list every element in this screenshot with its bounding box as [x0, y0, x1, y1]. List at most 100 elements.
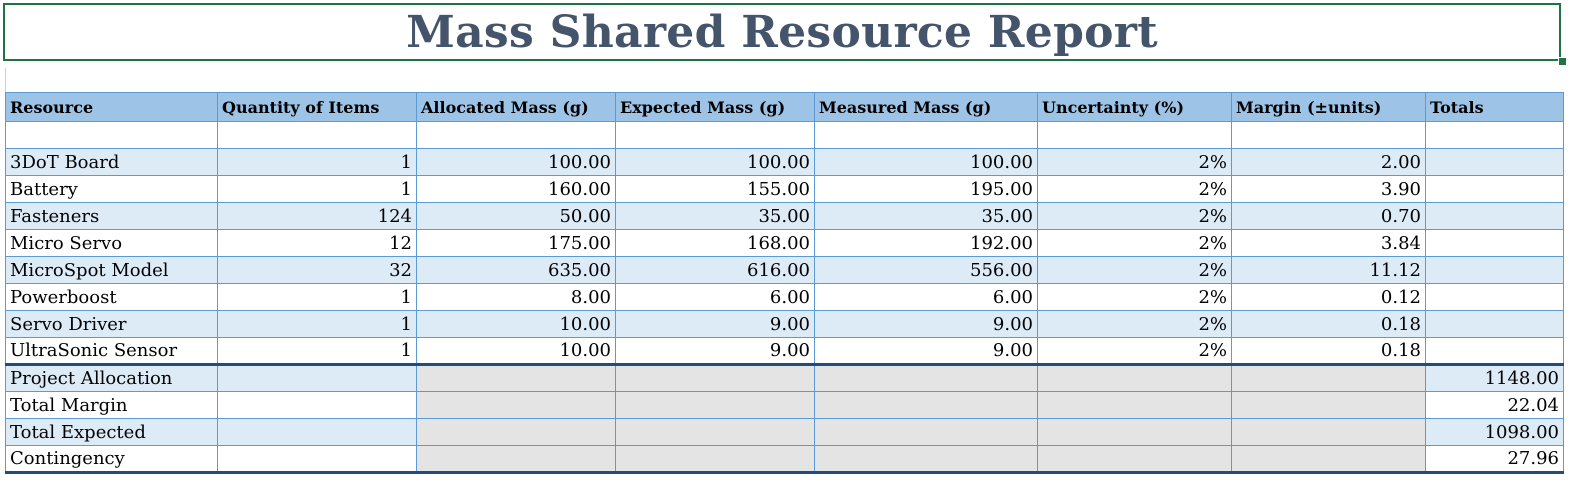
- header-cell-totals[interactable]: Totals: [1425, 92, 1564, 122]
- empty-cell[interactable]: [217, 418, 417, 446]
- quantity-cell[interactable]: 12: [217, 229, 417, 257]
- quantity-cell[interactable]: 1: [217, 148, 417, 176]
- allocated-mass-cell[interactable]: 10.00: [416, 337, 616, 365]
- summary-label-cell[interactable]: Total Expected: [5, 418, 218, 446]
- quantity-cell[interactable]: 124: [217, 202, 417, 230]
- measured-mass-cell[interactable]: 6.00: [814, 283, 1038, 311]
- header-cell-measured-mass[interactable]: Measured Mass (g): [814, 92, 1038, 122]
- resource-cell[interactable]: MicroSpot Model: [5, 256, 218, 284]
- summary-total-cell[interactable]: 1148.00: [1425, 363, 1564, 392]
- quantity-cell[interactable]: 1: [217, 175, 417, 203]
- expected-mass-cell[interactable]: 9.00: [615, 310, 815, 338]
- header-cell-margin[interactable]: Margin (±units): [1231, 92, 1426, 122]
- empty-cell[interactable]: [217, 391, 417, 419]
- summary-total-cell[interactable]: 27.96: [1425, 445, 1564, 474]
- empty-cell[interactable]: [217, 121, 417, 149]
- grey-cell[interactable]: [814, 391, 1038, 419]
- header-cell-uncertainty[interactable]: Uncertainty (%): [1037, 92, 1232, 122]
- expected-mass-cell[interactable]: 155.00: [615, 175, 815, 203]
- measured-mass-cell[interactable]: 192.00: [814, 229, 1038, 257]
- margin-cell[interactable]: 0.18: [1231, 337, 1426, 365]
- grey-cell[interactable]: [615, 418, 815, 446]
- expected-mass-cell[interactable]: 9.00: [615, 337, 815, 365]
- expected-mass-cell[interactable]: 168.00: [615, 229, 815, 257]
- summary-label-cell[interactable]: Contingency: [5, 445, 218, 474]
- grey-cell[interactable]: [615, 363, 815, 392]
- measured-mass-cell[interactable]: 35.00: [814, 202, 1038, 230]
- measured-mass-cell[interactable]: 195.00: [814, 175, 1038, 203]
- summary-label-cell[interactable]: Project Allocation: [5, 363, 218, 392]
- expected-mass-cell[interactable]: 616.00: [615, 256, 815, 284]
- grey-cell[interactable]: [416, 363, 616, 392]
- resource-cell[interactable]: Micro Servo: [5, 229, 218, 257]
- summary-label-cell[interactable]: Total Margin: [5, 391, 218, 419]
- expected-mass-cell[interactable]: 6.00: [615, 283, 815, 311]
- uncertainty-cell[interactable]: 2%: [1037, 202, 1232, 230]
- uncertainty-cell[interactable]: 2%: [1037, 337, 1232, 365]
- empty-cell[interactable]: [217, 445, 417, 474]
- grey-cell[interactable]: [1037, 363, 1232, 392]
- margin-cell[interactable]: 0.12: [1231, 283, 1426, 311]
- header-cell-resource[interactable]: Resource: [5, 92, 218, 122]
- allocated-mass-cell[interactable]: 8.00: [416, 283, 616, 311]
- resource-cell[interactable]: 3DoT Board: [5, 148, 218, 176]
- grey-cell[interactable]: [814, 445, 1038, 474]
- empty-cell[interactable]: [814, 121, 1038, 149]
- measured-mass-cell[interactable]: 9.00: [814, 337, 1038, 365]
- totals-cell[interactable]: [1425, 310, 1564, 338]
- allocated-mass-cell[interactable]: 50.00: [416, 202, 616, 230]
- uncertainty-cell[interactable]: 2%: [1037, 175, 1232, 203]
- uncertainty-cell[interactable]: 2%: [1037, 310, 1232, 338]
- summary-total-cell[interactable]: 22.04: [1425, 391, 1564, 419]
- empty-cell[interactable]: [1231, 121, 1426, 149]
- allocated-mass-cell[interactable]: 10.00: [416, 310, 616, 338]
- quantity-cell[interactable]: 32: [217, 256, 417, 284]
- selection-fill-handle[interactable]: [1558, 57, 1567, 66]
- grey-cell[interactable]: [416, 445, 616, 474]
- totals-cell[interactable]: [1425, 148, 1564, 176]
- grey-cell[interactable]: [1037, 445, 1232, 474]
- totals-cell[interactable]: [1425, 337, 1564, 365]
- empty-cell[interactable]: [615, 121, 815, 149]
- grey-cell[interactable]: [1037, 418, 1232, 446]
- totals-cell[interactable]: [1425, 256, 1564, 284]
- uncertainty-cell[interactable]: 2%: [1037, 256, 1232, 284]
- summary-total-cell[interactable]: 1098.00: [1425, 418, 1564, 446]
- quantity-cell[interactable]: 1: [217, 310, 417, 338]
- empty-cell[interactable]: [217, 363, 417, 392]
- totals-cell[interactable]: [1425, 229, 1564, 257]
- measured-mass-cell[interactable]: 100.00: [814, 148, 1038, 176]
- quantity-cell[interactable]: 1: [217, 283, 417, 311]
- empty-cell[interactable]: [1425, 121, 1564, 149]
- report-title-cell[interactable]: Mass Shared Resource Report: [3, 3, 1561, 61]
- resource-cell[interactable]: Servo Driver: [5, 310, 218, 338]
- margin-cell[interactable]: 2.00: [1231, 148, 1426, 176]
- grey-cell[interactable]: [1231, 418, 1426, 446]
- allocated-mass-cell[interactable]: 160.00: [416, 175, 616, 203]
- grey-cell[interactable]: [814, 418, 1038, 446]
- allocated-mass-cell[interactable]: 100.00: [416, 148, 616, 176]
- totals-cell[interactable]: [1425, 175, 1564, 203]
- empty-cell[interactable]: [416, 121, 616, 149]
- header-cell-allocated-mass[interactable]: Allocated Mass (g): [416, 92, 616, 122]
- margin-cell[interactable]: 0.70: [1231, 202, 1426, 230]
- grey-cell[interactable]: [1231, 445, 1426, 474]
- grey-cell[interactable]: [615, 445, 815, 474]
- resource-cell[interactable]: UltraSonic Sensor: [5, 337, 218, 365]
- margin-cell[interactable]: 3.84: [1231, 229, 1426, 257]
- empty-cell[interactable]: [1037, 121, 1232, 149]
- grey-cell[interactable]: [615, 391, 815, 419]
- resource-cell[interactable]: Battery: [5, 175, 218, 203]
- measured-mass-cell[interactable]: 9.00: [814, 310, 1038, 338]
- quantity-cell[interactable]: 1: [217, 337, 417, 365]
- grey-cell[interactable]: [814, 363, 1038, 392]
- allocated-mass-cell[interactable]: 635.00: [416, 256, 616, 284]
- margin-cell[interactable]: 0.18: [1231, 310, 1426, 338]
- totals-cell[interactable]: [1425, 202, 1564, 230]
- expected-mass-cell[interactable]: 100.00: [615, 148, 815, 176]
- uncertainty-cell[interactable]: 2%: [1037, 148, 1232, 176]
- resource-cell[interactable]: Fasteners: [5, 202, 218, 230]
- header-cell-quantity[interactable]: Quantity of Items: [217, 92, 417, 122]
- grey-cell[interactable]: [416, 418, 616, 446]
- margin-cell[interactable]: 11.12: [1231, 256, 1426, 284]
